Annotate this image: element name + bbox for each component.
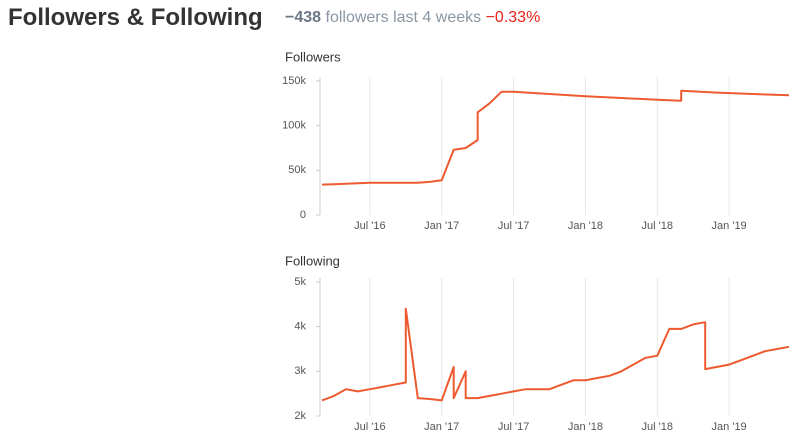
x-tick-label: Jan '17 bbox=[424, 220, 459, 232]
y-tick-label: 100k bbox=[282, 120, 306, 132]
y-tick-label: 5k bbox=[294, 276, 306, 288]
x-tick-label: Jul '17 bbox=[498, 220, 529, 232]
y-tick-label: 50k bbox=[288, 164, 306, 176]
line bbox=[321, 89, 790, 186]
x-tick-label: Jan '19 bbox=[712, 220, 747, 232]
change-percent: −0.33% bbox=[485, 9, 541, 26]
y-tick-label: 2k bbox=[294, 410, 306, 422]
chart-title: Followers bbox=[285, 49, 341, 64]
x-tick-label: Jan '17 bbox=[424, 421, 459, 433]
y-tick-label: 4k bbox=[294, 321, 306, 333]
y-tick-label: 0 bbox=[300, 209, 306, 221]
page-title: Followers & Following bbox=[8, 4, 263, 31]
x-tick-label: Jul '16 bbox=[354, 220, 385, 232]
x-tick-label: Jul '17 bbox=[498, 421, 529, 433]
x-tick-label: Jul '18 bbox=[642, 421, 673, 433]
change: −438 bbox=[285, 9, 322, 26]
summary: −438 followers last 4 weeks −0.33% bbox=[285, 9, 540, 27]
line bbox=[321, 307, 790, 402]
y-tick-label: 3k bbox=[294, 365, 306, 377]
x-tick-label: Jul '18 bbox=[642, 220, 673, 232]
x-tick-label: Jan '18 bbox=[568, 421, 603, 433]
x-tick-label: Jul '16 bbox=[354, 421, 385, 433]
change-label: followers last 4 weeks bbox=[325, 9, 482, 26]
y-tick-label: 150k bbox=[282, 75, 306, 87]
chart-title: Following bbox=[285, 253, 340, 268]
x-tick-label: Jan '19 bbox=[712, 421, 747, 433]
x-tick-label: Jan '18 bbox=[568, 220, 603, 232]
